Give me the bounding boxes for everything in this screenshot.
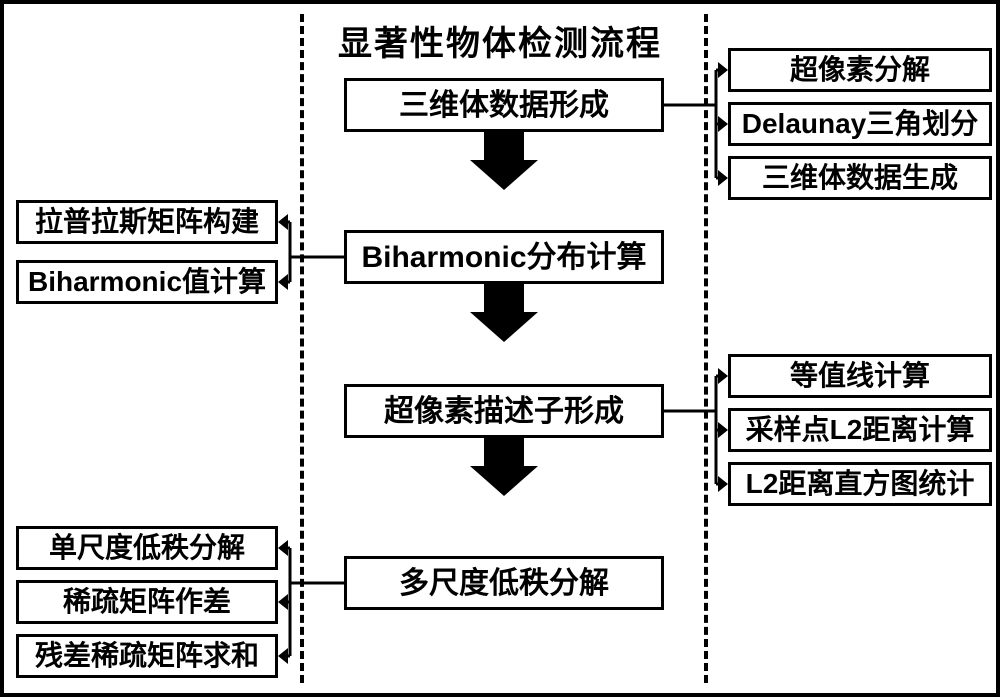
diagram-canvas: 显著性物体检测流程 三维体数据形成Biharmonic分布计算超像素描述子形成多… xyxy=(0,0,1000,697)
right-node-label: 采样点L2距离计算 xyxy=(746,415,975,446)
center-node-label: Biharmonic分布计算 xyxy=(361,241,646,274)
right-connector-c1 xyxy=(664,58,732,190)
left-node-label: 拉普拉斯矩阵构建 xyxy=(35,207,259,238)
center-node-c3: 超像素描述子形成 xyxy=(344,384,664,438)
left-node: 单尺度低秩分解 xyxy=(16,526,278,570)
left-node: 残差稀疏矩阵求和 xyxy=(16,634,278,678)
left-node-label: 单尺度低秩分解 xyxy=(49,533,245,564)
right-node: 三维体数据生成 xyxy=(728,156,992,200)
left-connector-c4 xyxy=(274,536,348,668)
right-node-label: L2距离直方图统计 xyxy=(746,469,975,500)
left-connector-c2 xyxy=(274,210,348,294)
right-node: 采样点L2距离计算 xyxy=(728,408,992,452)
right-node: L2距离直方图统计 xyxy=(728,462,992,506)
right-node: 超像素分解 xyxy=(728,48,992,92)
right-node-label: Delaunay三角划分 xyxy=(742,109,979,140)
left-node-label: Biharmonic值计算 xyxy=(28,267,266,298)
left-node: 拉普拉斯矩阵构建 xyxy=(16,200,278,244)
right-node-label: 三维体数据生成 xyxy=(762,163,958,194)
left-node-label: 稀疏矩阵作差 xyxy=(63,587,231,618)
center-node-label: 超像素描述子形成 xyxy=(384,395,624,428)
center-node-c2: Biharmonic分布计算 xyxy=(344,230,664,284)
center-node-c1: 三维体数据形成 xyxy=(344,78,664,132)
left-node: 稀疏矩阵作差 xyxy=(16,580,278,624)
center-node-c4: 多尺度低秩分解 xyxy=(344,556,664,610)
right-node-label: 超像素分解 xyxy=(790,55,930,86)
right-connector-c3 xyxy=(664,364,732,496)
left-node-label: 残差稀疏矩阵求和 xyxy=(35,641,259,672)
center-node-label: 多尺度低秩分解 xyxy=(399,567,609,600)
right-node-label: 等值线计算 xyxy=(790,361,930,392)
left-node: Biharmonic值计算 xyxy=(16,260,278,304)
center-node-label: 三维体数据形成 xyxy=(399,89,609,122)
right-node: 等值线计算 xyxy=(728,354,992,398)
right-node: Delaunay三角划分 xyxy=(728,102,992,146)
